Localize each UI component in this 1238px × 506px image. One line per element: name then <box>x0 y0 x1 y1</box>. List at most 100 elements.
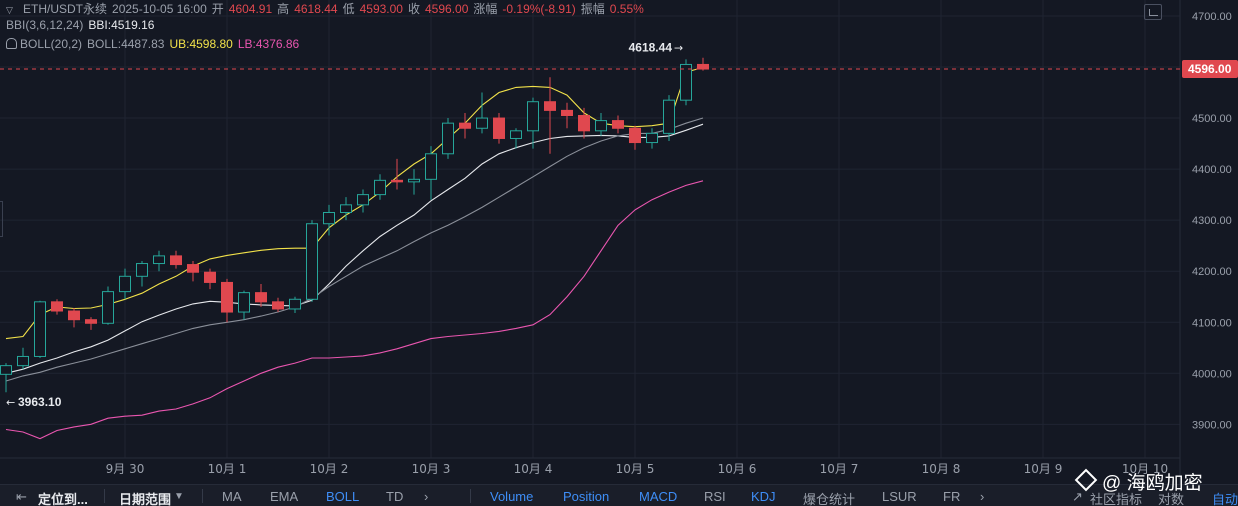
candle-body <box>493 117 505 139</box>
candle-body <box>663 99 675 134</box>
boll-params: BOLL(20,2) <box>20 37 83 51</box>
boll-ub-value: UB:4598.80 <box>169 37 233 51</box>
price-axis[interactable]: 3900.00 4000.00 4100.00 4200.00 4300.00 4400.… <box>1182 11 1238 431</box>
candle-body <box>323 211 335 225</box>
chevron-right-icon[interactable]: › <box>980 489 985 504</box>
indicator-liquidation[interactable]: 爆仓统计 <box>803 492 856 506</box>
diamond-logo-icon <box>1074 468 1098 492</box>
candle-body <box>85 319 97 324</box>
locate-icon[interactable]: ⇤ <box>16 489 27 504</box>
x-tick-label: 10月 8 <box>922 462 961 476</box>
candle-body <box>408 178 420 183</box>
amplitude-value: 0.55% <box>609 2 644 16</box>
candle-body <box>51 301 63 312</box>
candle-body <box>510 130 522 139</box>
bbi-params: BBI(3,6,12,24) <box>6 18 84 32</box>
close-value: 4596.00 <box>425 2 469 16</box>
bbi-legend[interactable]: BBI(3,6,12,24) BBI:4519.16 <box>6 18 159 32</box>
x-tick-label: 10月 2 <box>310 462 349 476</box>
candle-body <box>527 101 539 132</box>
series-line-lb <box>5 180 704 440</box>
y-tick-label: 4700.00 <box>1192 11 1232 23</box>
boll-mid-value: BOLL:4487.83 <box>87 37 165 51</box>
low-label: 低 <box>342 2 355 16</box>
arrow-left-icon: ← <box>6 396 15 409</box>
candle-datetime: 2025-10-05 16:00 <box>112 2 207 16</box>
locate-button[interactable]: 定位到... <box>38 492 88 506</box>
candle-body <box>17 355 29 367</box>
indicator-ma[interactable]: MA <box>222 489 242 504</box>
candle-body <box>646 132 658 144</box>
candle-body <box>357 194 369 206</box>
x-tick-label: 10月 7 <box>820 462 859 476</box>
indicator-position[interactable]: Position <box>563 489 610 504</box>
chevron-right-icon[interactable]: › <box>424 489 429 504</box>
indicator-rsi[interactable]: RSI <box>704 489 726 504</box>
y-tick-label: 4100.00 <box>1192 317 1232 329</box>
bell-icon[interactable] <box>6 38 17 49</box>
candle-body <box>136 263 148 277</box>
x-tick-label: 10月 10 <box>1122 462 1168 476</box>
candle-body <box>374 179 386 196</box>
candle-body <box>391 179 403 183</box>
x-tick-label: 10月 3 <box>412 462 451 476</box>
x-tick-label: 9月 30 <box>106 462 145 476</box>
change-value: -0.19%(-8.91) <box>502 2 576 16</box>
series-line-bbi <box>5 117 704 382</box>
chevron-down-icon[interactable]: ▽ <box>6 5 13 15</box>
candle-body <box>238 292 250 313</box>
indicator-boll[interactable]: BOLL <box>326 489 360 504</box>
last-price-label: 4596.00 <box>1188 62 1232 76</box>
boll-lb-value: LB:4376.86 <box>237 37 300 51</box>
candle-body <box>578 114 590 132</box>
open-label: 开 <box>211 2 224 16</box>
fullscreen-icon[interactable] <box>1144 4 1162 20</box>
indicator-td[interactable]: TD <box>386 489 404 504</box>
y-tick-label: 4000.00 <box>1192 368 1232 380</box>
candle-body <box>697 63 709 70</box>
divider <box>202 489 203 503</box>
y-tick-label: 4300.00 <box>1192 215 1232 227</box>
symbol-name: ETH/USDT永续 <box>23 2 108 16</box>
external-link-icon[interactable]: ↗ <box>1072 489 1083 504</box>
candle-body <box>221 281 233 313</box>
y-tick-label: 4400.00 <box>1192 164 1232 176</box>
drawing-toolbar-handle[interactable] <box>0 201 3 237</box>
open-value: 4604.91 <box>228 2 273 16</box>
indicator-lsur[interactable]: LSUR <box>882 489 917 504</box>
candle-body <box>425 153 437 180</box>
low-marker-label: 3963.10 <box>18 395 62 409</box>
chevron-down-icon[interactable]: ▼ <box>174 491 184 502</box>
indicator-macd[interactable]: MACD <box>639 489 678 504</box>
candles <box>0 57 709 393</box>
boll-legend[interactable]: BOLL(20,2) BOLL:4487.83 UB:4598.80 LB:4376.… <box>6 37 304 51</box>
candle-body <box>476 117 488 129</box>
community-indicators-button[interactable]: 社区指标 <box>1090 492 1143 506</box>
amplitude-label: 振幅 <box>580 2 605 16</box>
indicator-ema[interactable]: EMA <box>270 489 299 504</box>
indicator-kdj[interactable]: KDJ <box>751 489 776 504</box>
high-marker-label: 4618.44 <box>629 41 673 55</box>
x-tick-label: 10月 6 <box>718 462 757 476</box>
indicator-fr[interactable]: FR <box>943 489 961 504</box>
log-scale-toggle[interactable]: 对数 <box>1158 492 1185 506</box>
auto-scale-toggle[interactable]: 自动 <box>1212 492 1238 506</box>
candle-body <box>289 298 301 310</box>
divider <box>470 489 471 503</box>
candle-body <box>544 101 556 111</box>
watermark-text: @ 海鸥加密 <box>1102 473 1203 494</box>
bottom-toolbar: ⇤ 定位到... 日期范围 ▼ MA EMA BOLL TD › Volume … <box>0 484 1238 506</box>
candle-body <box>34 301 46 357</box>
divider <box>104 489 105 503</box>
last-price-tag <box>1182 60 1238 79</box>
price-markers: 4618.44 → ← 3963.10 <box>0 41 1180 409</box>
date-range-button[interactable]: 日期范围 <box>119 492 172 506</box>
indicator-volume[interactable]: Volume <box>490 489 534 504</box>
y-tick-label: 4500.00 <box>1192 113 1232 125</box>
candle-body <box>102 291 114 324</box>
high-label: 高 <box>277 2 290 16</box>
grid-lines <box>0 0 1181 484</box>
time-axis[interactable]: 9月 30 10月 1 10月 2 10月 3 10月 4 10月 5 10月 6 10月 7… <box>106 462 1169 476</box>
candle-body <box>0 365 12 375</box>
